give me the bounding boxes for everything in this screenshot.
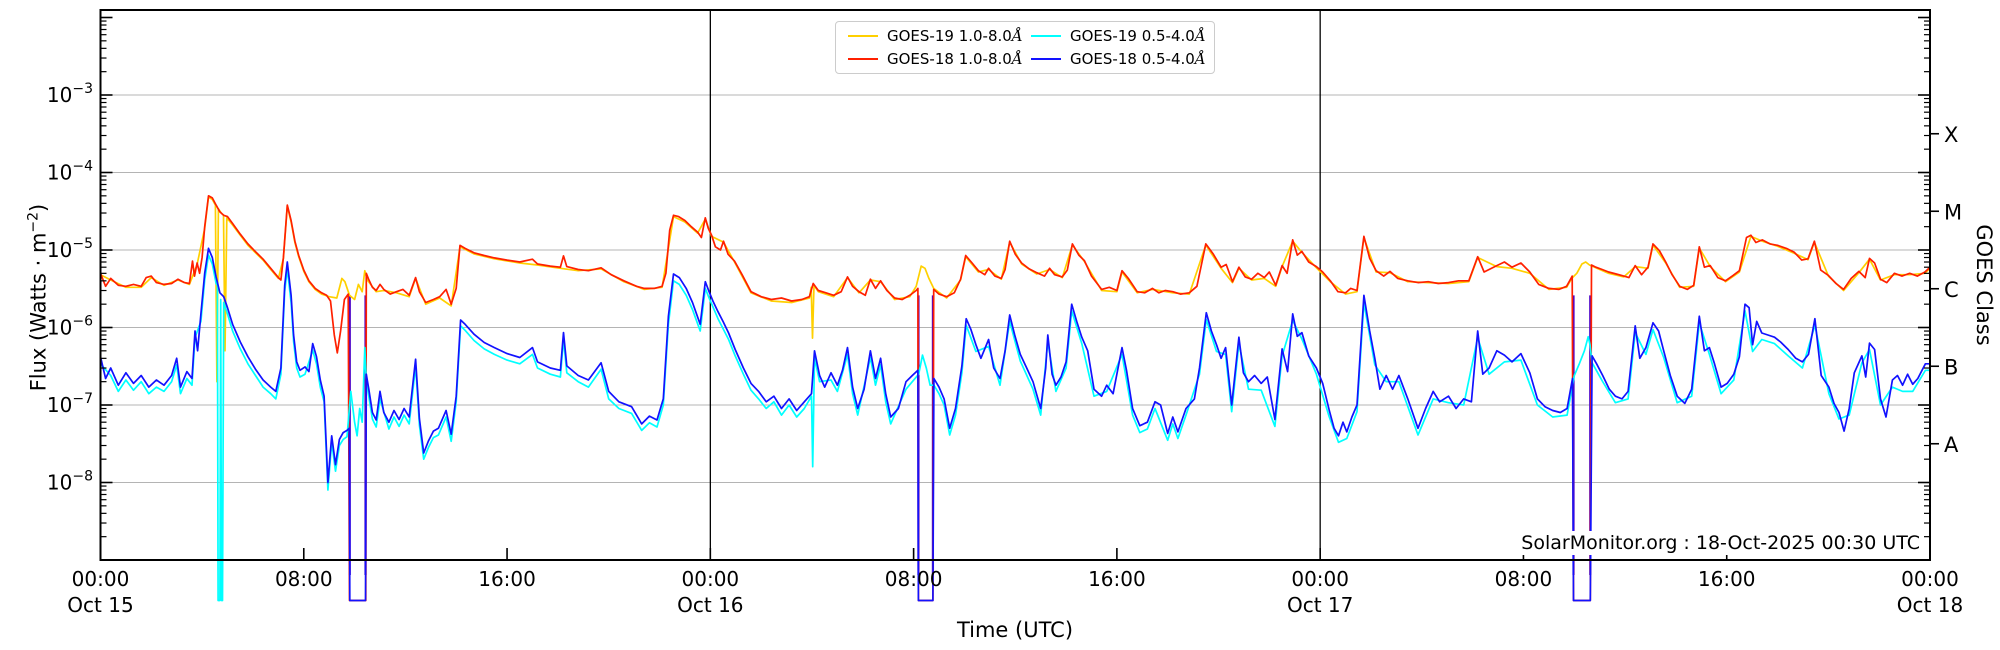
angstrom-symbol: Å bbox=[1011, 26, 1023, 45]
goes-class-letter-M: M bbox=[1944, 200, 1962, 224]
angstrom-symbol: Å bbox=[1194, 50, 1206, 69]
right-axis-title-wrap: GOES Class bbox=[1962, 180, 2000, 390]
y-tick-label: 10−7 bbox=[47, 391, 93, 417]
legend-entry-label: GOES-19 1.0-8.0Å bbox=[887, 26, 1023, 45]
y-tick-label: 10−6 bbox=[47, 314, 93, 340]
x-tick-label: 00:00 bbox=[1901, 567, 1959, 591]
y-tick-label: 10−5 bbox=[47, 236, 93, 262]
series-line-goes18_short bbox=[99, 247, 1930, 602]
y-tick-label: 10−3 bbox=[47, 81, 93, 107]
legend: GOES-19 1.0-8.0Å GOES-18 1.0-8.0Å GOES-19 … bbox=[835, 21, 1215, 74]
goes-class-letter-A: A bbox=[1944, 433, 1959, 457]
y-axis-title: Flux (Watts · m−2) bbox=[25, 203, 51, 392]
goes-class-letter-B: B bbox=[1944, 355, 1958, 379]
legend-entry-goes18_short: GOES-18 0.5-4.0Å bbox=[1025, 50, 1208, 68]
x-tick-label: 08:00 bbox=[885, 567, 943, 591]
x-tick-label: 16:00 bbox=[1088, 567, 1146, 591]
watermark-text: SolarMonitor.org : 18-Oct-2025 00:30 UTC bbox=[1519, 531, 1922, 555]
angstrom-symbol: Å bbox=[1011, 50, 1023, 69]
legend-entry-goes19_long: GOES-19 1.0-8.0Å bbox=[842, 27, 1025, 45]
flux-series-lines bbox=[99, 194, 1931, 602]
plot-border bbox=[99, 9, 1931, 561]
legend-line-sample bbox=[848, 58, 878, 61]
x-tick-date-label: Oct 17 bbox=[1287, 593, 1353, 617]
legend-entry-label: GOES-19 0.5-4.0Å bbox=[1070, 26, 1206, 45]
gridlines bbox=[100, 94, 1930, 483]
angstrom-symbol: Å bbox=[1194, 26, 1206, 45]
x-tick-date-label: Oct 15 bbox=[67, 593, 133, 617]
day-boundary-lines bbox=[709, 10, 1321, 560]
x-tick-date-label: Oct 18 bbox=[1897, 593, 1963, 617]
axis-ticks bbox=[99, 16, 1939, 560]
x-tick-label: 00:00 bbox=[682, 567, 740, 591]
goes-class-letters: X M C B A bbox=[1944, 123, 1962, 457]
y-tick-label: 10−8 bbox=[47, 469, 93, 495]
y-tick-label: 10−4 bbox=[47, 159, 93, 185]
x-tick-label: 08:00 bbox=[275, 567, 333, 591]
right-axis-title: GOES Class bbox=[1972, 224, 1996, 346]
legend-entry-label: GOES-18 0.5-4.0Å bbox=[1070, 50, 1206, 69]
x-tick-label: 16:00 bbox=[1698, 567, 1756, 591]
legend-line-sample bbox=[848, 34, 878, 37]
x-tick-label: 00:00 bbox=[72, 567, 130, 591]
goes-class-letter-X: X bbox=[1944, 123, 1958, 147]
x-tick-date-label: Oct 16 bbox=[677, 593, 743, 617]
legend-entry-label: GOES-18 1.0-8.0Å bbox=[887, 50, 1023, 69]
x-tick-label: 00:00 bbox=[1291, 567, 1349, 591]
legend-entry-goes18_long: GOES-18 1.0-8.0Å bbox=[842, 50, 1025, 68]
legend-line-sample bbox=[1031, 34, 1061, 37]
plot-frame bbox=[99, 9, 1931, 561]
series-line-goes18_long bbox=[99, 194, 1931, 602]
legend-line-sample bbox=[1031, 58, 1061, 61]
y-tick-labels: 10−3 10−4 10−5 10−6 10−7 10−8 bbox=[47, 81, 93, 495]
x-axis-title: Time (UTC) bbox=[956, 618, 1074, 642]
x-tick-label: 16:00 bbox=[478, 567, 536, 591]
goes-class-letter-C: C bbox=[1944, 278, 1959, 302]
legend-entry-goes19_short: GOES-19 0.5-4.0Å bbox=[1025, 27, 1208, 45]
series-line-goes19_short bbox=[99, 254, 1930, 602]
x-tick-label: 08:00 bbox=[1495, 567, 1553, 591]
